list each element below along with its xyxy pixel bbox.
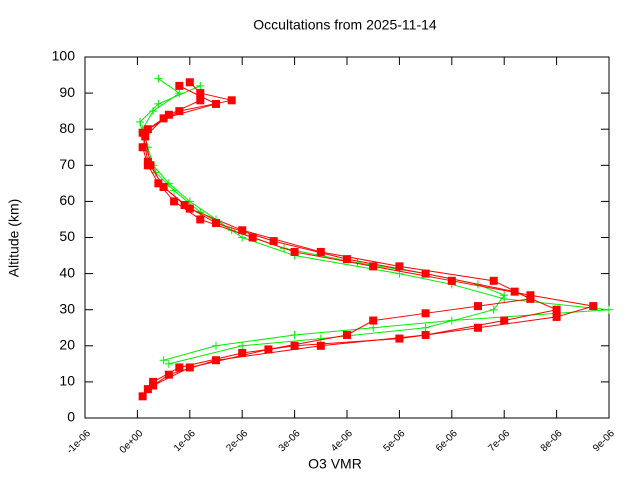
point xyxy=(552,312,561,321)
point xyxy=(212,219,220,228)
point xyxy=(164,359,173,368)
y-tick-label: 40 xyxy=(59,264,75,280)
point xyxy=(290,341,299,350)
point xyxy=(421,269,430,278)
y-tick-label: 80 xyxy=(59,120,75,136)
point xyxy=(238,226,247,235)
point xyxy=(447,276,456,285)
point xyxy=(369,323,378,332)
point xyxy=(316,247,325,256)
point xyxy=(138,128,147,137)
point xyxy=(343,330,351,339)
point xyxy=(264,345,273,354)
point xyxy=(164,370,173,379)
point xyxy=(138,392,147,401)
point xyxy=(159,356,168,365)
point xyxy=(489,305,498,314)
point xyxy=(316,334,325,343)
point xyxy=(421,309,430,318)
point xyxy=(500,291,509,300)
point xyxy=(421,323,430,332)
point xyxy=(421,330,430,339)
y-tick-label: 0 xyxy=(67,409,75,425)
y-tick-label: 60 xyxy=(59,192,75,208)
point xyxy=(196,215,205,224)
point xyxy=(212,356,220,365)
point xyxy=(238,349,247,358)
point xyxy=(149,381,158,390)
point xyxy=(369,262,378,271)
point xyxy=(154,179,163,188)
plot-frame xyxy=(84,56,610,419)
point xyxy=(552,305,561,314)
point xyxy=(589,302,598,311)
y-tick-label: 10 xyxy=(59,373,75,389)
point xyxy=(227,96,236,105)
y-tick-label: 50 xyxy=(59,228,75,244)
y-tick-label: 100 xyxy=(52,48,76,64)
point xyxy=(175,107,184,116)
point xyxy=(143,385,152,394)
point xyxy=(185,363,194,372)
point xyxy=(143,157,152,166)
chart-title: Occultations from 2025-11-14 xyxy=(253,17,437,33)
point xyxy=(159,182,168,191)
point xyxy=(605,305,613,314)
point xyxy=(175,363,184,372)
point xyxy=(474,302,482,311)
point xyxy=(136,117,145,126)
point xyxy=(290,330,299,339)
point xyxy=(154,74,163,83)
point xyxy=(212,341,220,350)
point xyxy=(369,316,378,325)
point xyxy=(316,341,325,350)
point xyxy=(175,81,184,90)
point xyxy=(526,294,535,303)
point xyxy=(196,81,205,90)
point xyxy=(196,89,205,98)
point xyxy=(395,262,404,271)
point xyxy=(212,99,220,108)
y-tick-label: 70 xyxy=(59,156,75,172)
y-tick-label: 20 xyxy=(59,337,75,353)
point xyxy=(238,233,247,242)
point xyxy=(170,186,179,195)
point xyxy=(395,334,404,343)
point xyxy=(290,247,299,256)
point xyxy=(180,201,189,210)
y-axis-label: Altitude (km) xyxy=(6,199,22,278)
point xyxy=(248,233,257,242)
point xyxy=(138,143,147,152)
profile-line xyxy=(142,99,533,386)
point xyxy=(343,255,351,264)
point xyxy=(269,237,278,246)
point xyxy=(154,99,163,108)
x-axis-label: O3 VMR xyxy=(308,456,362,472)
point xyxy=(489,276,498,285)
point xyxy=(170,197,179,206)
point xyxy=(185,204,194,213)
point xyxy=(175,89,184,98)
point xyxy=(474,323,482,332)
point xyxy=(500,316,509,325)
point xyxy=(164,110,173,119)
point xyxy=(238,341,247,350)
point xyxy=(196,96,205,105)
y-tick-label: 30 xyxy=(59,300,75,316)
point xyxy=(185,78,194,87)
y-tick-label: 90 xyxy=(59,84,75,100)
